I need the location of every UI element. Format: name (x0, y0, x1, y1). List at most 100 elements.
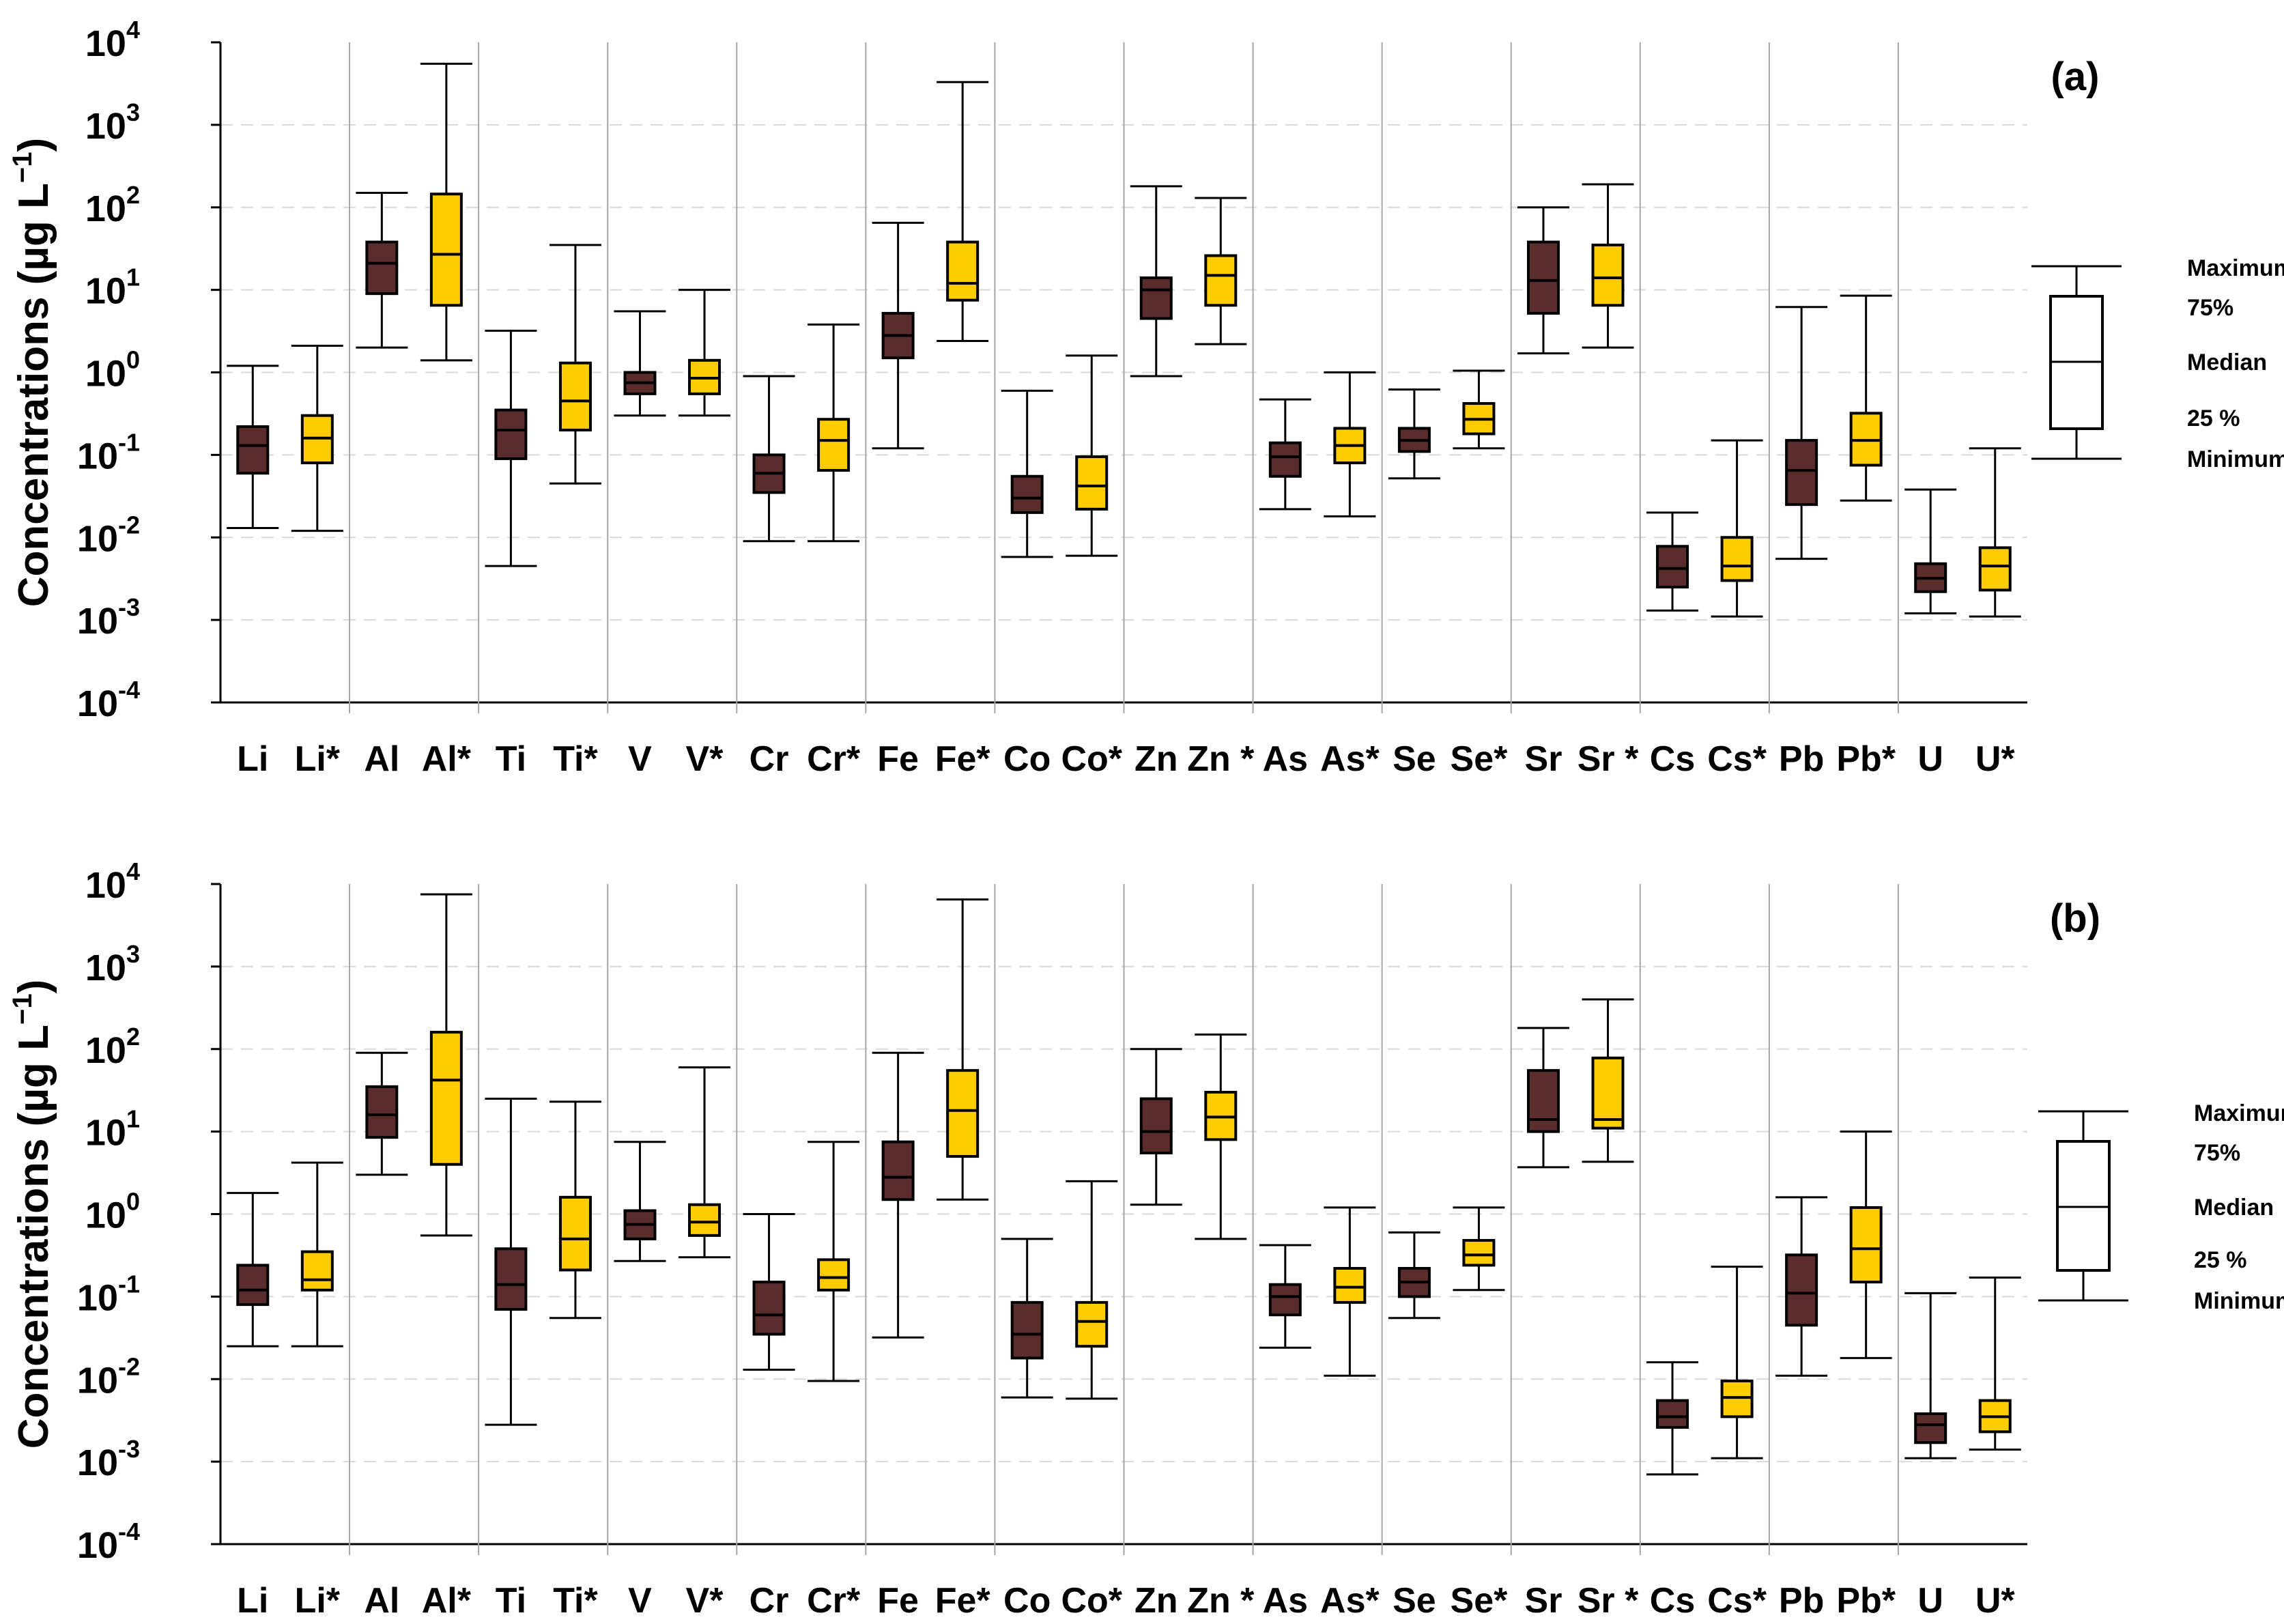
x-category-label: U (1917, 739, 1943, 779)
box-sr (1517, 206, 1569, 355)
legend-min-label: Minimum (2194, 1288, 2284, 1314)
box-u-star (1969, 447, 2021, 618)
x-category-label: Ti (496, 1581, 526, 1621)
x-category-label: V (628, 1581, 652, 1621)
x-category-label: V* (686, 1581, 724, 1621)
box-u (1904, 488, 1957, 615)
box-iqr (1010, 1300, 1044, 1360)
box-v (614, 1141, 666, 1262)
box-iqr (1720, 1379, 1754, 1419)
box-iqr (365, 1085, 399, 1139)
box-as-star (1324, 1206, 1376, 1377)
box-iqr (365, 240, 399, 296)
box-iqr (1785, 1253, 1818, 1327)
box-iqr (1526, 1069, 1560, 1133)
x-category-label: Zn * (1187, 1581, 1255, 1621)
box-iqr (1591, 243, 1625, 307)
legend: Maximum 75% Median 25 % Minimum (2038, 1100, 2284, 1314)
y-tick-exponent: -2 (118, 1352, 140, 1380)
x-category-label: Cs (1650, 739, 1695, 779)
box-iqr (1656, 1399, 1689, 1429)
y-axis-label-main: Concentrations (µg L (10, 1025, 57, 1449)
box-cs (1646, 1361, 1699, 1476)
x-category-label: As* (1320, 739, 1380, 779)
box-v (614, 310, 666, 417)
box-zn (1130, 1048, 1182, 1206)
box-al-star (420, 62, 472, 362)
box-li (227, 1192, 279, 1348)
y-tick-label: 10-4 (77, 676, 140, 724)
y-tick-exponent: 4 (126, 857, 140, 885)
box-u (1904, 1292, 1957, 1459)
x-category-label: Pb* (1836, 739, 1896, 779)
box-iqr (1010, 474, 1044, 514)
y-tick-label: 102 (85, 181, 140, 229)
box-zn-star (1195, 1033, 1247, 1240)
x-category-label: U (1917, 1581, 1943, 1621)
box-iqr (1526, 240, 1560, 315)
x-category-label: Li* (295, 739, 341, 779)
box-zn (1130, 185, 1182, 377)
box-u-star (1969, 1277, 2021, 1451)
panel-0: 10410310210110010-110-210-310-4Concentra… (8, 16, 2284, 779)
y-tick-label: 101 (85, 1105, 140, 1154)
x-category-label: Pb (1779, 739, 1824, 779)
x-category-label: Sr (1525, 1581, 1562, 1621)
box-iqr (1139, 276, 1173, 320)
y-tick-exponent: -3 (118, 1435, 140, 1463)
box-al (356, 1051, 408, 1176)
box-se-star (1453, 369, 1505, 450)
y-tick-label: 100 (85, 1188, 140, 1236)
x-category-label: Co (1003, 739, 1051, 779)
box-li (227, 365, 279, 529)
box-al (356, 191, 408, 349)
y-axis-label-sup: −1 (8, 152, 38, 183)
box-iqr (1268, 441, 1302, 478)
box-co-star (1066, 354, 1118, 557)
y-tick-label: 103 (85, 940, 140, 988)
x-category-label: Ti (496, 739, 526, 779)
box-iqr (1139, 1097, 1173, 1155)
box-iqr (494, 408, 528, 460)
legend-median-label: Median (2187, 350, 2267, 375)
panel-label: (a) (2051, 55, 2100, 99)
box-iqr (1720, 536, 1754, 582)
y-tick-label: 10-1 (77, 1270, 140, 1318)
box-se-star (1453, 1206, 1505, 1292)
x-category-label: Sr (1525, 739, 1562, 779)
box-sr-star (1582, 998, 1634, 1163)
x-category-label: Ti* (553, 739, 598, 779)
x-category-label: Ti* (553, 1581, 598, 1621)
x-category-label: As* (1320, 1581, 1380, 1621)
box-as (1259, 398, 1311, 511)
x-category-label: As (1263, 739, 1308, 779)
panel-1: 10410310210110010-110-210-310-4Concentra… (8, 857, 2284, 1621)
box-as (1259, 1244, 1311, 1349)
box-iqr (558, 1195, 592, 1272)
x-category-label: Zn (1134, 739, 1178, 779)
box-se (1388, 1231, 1440, 1320)
box-co (1001, 389, 1053, 558)
box-sr-star (1582, 183, 1634, 349)
box-pb (1775, 1196, 1828, 1377)
x-category-label: Cr (750, 1581, 789, 1621)
box-iqr (494, 1247, 528, 1311)
y-tick-exponent: -2 (118, 511, 140, 539)
y-tick-exponent: -1 (118, 428, 140, 456)
legend-max-label: Maximum (2187, 255, 2284, 281)
box-iqr (1462, 1239, 1496, 1267)
box-cs (1646, 511, 1699, 612)
box-iqr (1849, 1206, 1883, 1284)
x-category-label: V* (686, 739, 724, 779)
box-iqr (1914, 1412, 1947, 1444)
box-cr-star (808, 323, 860, 543)
box-pb (1775, 306, 1828, 560)
panel-label: (b) (2050, 896, 2100, 941)
box-iqr (429, 193, 463, 307)
box-iqr (1204, 254, 1238, 307)
y-tick-label: 10-2 (77, 1352, 140, 1401)
y-tick-label: 10-4 (77, 1518, 140, 1566)
x-category-label: Co* (1061, 739, 1122, 779)
box-iqr (1785, 439, 1818, 507)
